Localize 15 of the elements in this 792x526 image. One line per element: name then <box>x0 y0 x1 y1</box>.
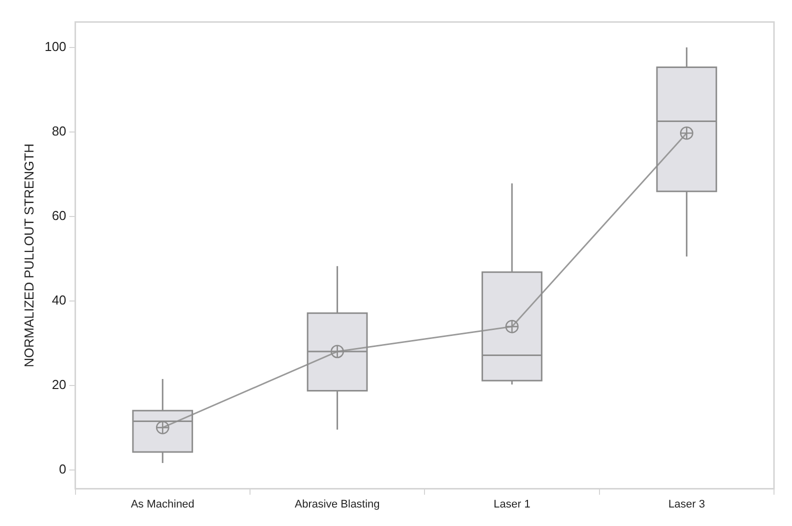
point <box>330 344 344 358</box>
x-tick-label: Laser 1 <box>494 498 530 510</box>
y-tick-label: 60 <box>52 208 66 223</box>
y-tick-label: 40 <box>52 292 66 308</box>
x-tick-label: Abrasive Blasting <box>294 498 380 510</box>
y-tick-label: 20 <box>52 376 66 392</box>
x-tick-label: Laser 3 <box>668 498 706 510</box>
x-tick-label: As Machined <box>130 498 194 510</box>
y-tick-label: 80 <box>52 123 66 138</box>
y-axis-title: NORMALIZED PULLOUT STRENGTH <box>21 144 36 368</box>
y-tick-label: 0 <box>59 461 66 476</box>
point <box>156 420 170 434</box>
point <box>680 126 694 140</box>
y-tick-label: 100 <box>44 38 66 54</box>
point <box>505 320 519 334</box>
